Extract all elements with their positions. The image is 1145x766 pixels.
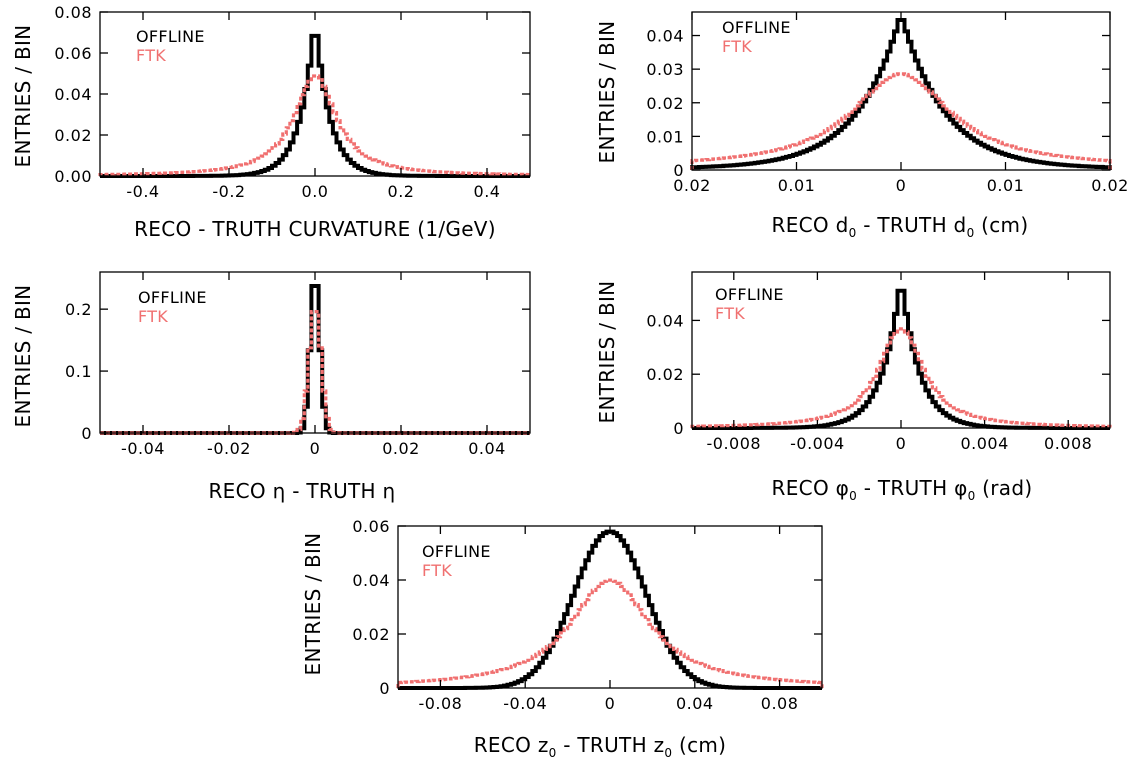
x-tick-label-curvature: -0.4: [126, 182, 159, 201]
legend-offline-z0: OFFLINE: [422, 542, 491, 561]
xlabel-phi0-sub2: 0: [968, 489, 976, 503]
x-tick-label-curvature: -0.2: [212, 182, 245, 201]
plot-area-eta: -0.04 -0.02 0 0.02 0.04 0 0.1 0.2: [65, 271, 531, 458]
y-tick-label-eta: 0.1: [65, 362, 92, 381]
series-offline-d0: [690, 18, 1112, 170]
x-tick-label-eta: -0.04: [121, 439, 165, 458]
y-tick-label-d0: 0.03: [646, 60, 684, 79]
x-tick-label-eta: 0.02: [382, 439, 420, 458]
y-tick-label-d0: 0: [673, 161, 684, 180]
panel-curvature: -0.4 -0.2 0.0 0.2 0.4 0.00 0.02 0.04 0.06 0.08 EN…: [11, 3, 532, 241]
x-tick-label-d0: 0.02: [673, 176, 711, 195]
legend-ftk-curvature: FTK: [136, 46, 166, 65]
series-ftk-phi0: [690, 327, 1112, 428]
plot-area-phi0: -0.008 -0.004 0 0.004 0.008 0 0.02 0.04: [646, 271, 1112, 453]
legend-ftk-eta: FTK: [138, 307, 168, 326]
x-tick-label-curvature: 0.4: [474, 182, 501, 201]
xlabel-z0-part2: - TRUTH z: [557, 733, 665, 757]
y-tick-label-eta: 0.2: [65, 300, 92, 319]
x-tick-label-phi0: 0.008: [1044, 434, 1092, 453]
xlabel-z0-part1: RECO z: [474, 733, 549, 757]
y-tick-label-curvature: 0.06: [54, 44, 92, 63]
x-tick-label-curvature: 0.0: [302, 182, 329, 201]
x-tick-label-z0: -0.04: [503, 694, 547, 713]
ylabel-d0: ENTRIES / BIN: [595, 21, 619, 164]
y-tick-label-curvature: 0.04: [54, 85, 92, 104]
y-tick-label-curvature: 0.00: [54, 167, 92, 186]
xlabel-phi0-part3: (rad): [976, 476, 1033, 500]
series-ftk-d0: [690, 72, 1112, 170]
y-tick-label-d0: 0.01: [646, 127, 684, 146]
ylabel-curvature: ENTRIES / BIN: [11, 25, 35, 168]
xlabel-curvature: RECO - TRUTH CURVATURE (1/GeV): [134, 217, 496, 241]
legend-offline-eta: OFFLINE: [138, 288, 207, 307]
xlabel-phi0: RECO φ0 - TRUTH φ0 (rad): [772, 476, 1033, 503]
x-tick-label-z0: 0: [605, 694, 616, 713]
x-tick-label-phi0: 0: [896, 434, 907, 453]
y-tick-label-curvature: 0.08: [54, 3, 92, 22]
y-tick-label-eta: 0: [81, 424, 92, 443]
legend-ftk-phi0: FTK: [715, 304, 745, 323]
series-ftk-z0: [396, 578, 824, 688]
x-tick-label-eta: 0: [310, 439, 321, 458]
xlabel-d0-sub1: 0: [849, 226, 857, 240]
xlabel-phi0-part2: - TRUTH φ: [857, 476, 968, 500]
y-tick-label-z0: 0: [379, 679, 390, 698]
panel-z0: -0.08 -0.04 0 0.04 0.08 0 0.02 0.04 0.06 ENTRIES…: [301, 517, 824, 760]
x-tick-label-curvature: 0.2: [388, 182, 415, 201]
x-tick-label-z0: 0.08: [761, 694, 799, 713]
xlabel-d0-part2: - TRUTH d: [857, 213, 967, 237]
x-tick-label-phi0: 0.004: [960, 434, 1008, 453]
legend-ftk-z0: FTK: [422, 561, 452, 580]
legend-offline-curvature: OFFLINE: [136, 27, 205, 46]
ylabel-eta: ENTRIES / BIN: [11, 285, 35, 428]
xlabel-z0-sub1: 0: [549, 746, 557, 760]
x-tick-label-phi0: -0.004: [790, 434, 845, 453]
x-tick-label-eta: 0.04: [468, 439, 506, 458]
y-tick-label-d0: 0.04: [646, 27, 684, 46]
xlabel-eta: RECO η - TRUTH η: [208, 479, 395, 503]
xlabel-d0-sub2: 0: [967, 226, 975, 240]
y-tick-label-curvature: 0.02: [54, 126, 92, 145]
y-tick-label-z0: 0.06: [352, 517, 390, 536]
x-tick-label-z0: -0.08: [418, 694, 462, 713]
xlabel-z0-sub2: 0: [664, 746, 672, 760]
x-tick-label-z0: 0.04: [676, 694, 714, 713]
x-tick-label-phi0: -0.008: [707, 434, 762, 453]
ylabel-z0: ENTRIES / BIN: [301, 533, 325, 676]
y-tick-label-d0: 0.02: [646, 94, 684, 113]
y-tick-label-z0: 0.02: [352, 625, 390, 644]
series-offline-phi0: [692, 288, 1110, 430]
xlabel-d0: RECO d0 - TRUTH d0 (cm): [772, 213, 1029, 240]
x-tick-label-eta: -0.02: [207, 439, 251, 458]
xlabel-phi0-part1: RECO φ: [772, 476, 850, 500]
panel-eta: -0.04 -0.02 0 0.02 0.04 0 0.1 0.2 ENTRIES / BIN…: [11, 271, 531, 503]
xlabel-phi0-sub1: 0: [849, 489, 857, 503]
legend-ftk-d0: FTK: [722, 37, 752, 56]
y-tick-label-phi0: 0: [673, 419, 684, 438]
y-tick-label-z0: 0.04: [352, 571, 390, 590]
xlabel-z0: RECO z0 - TRUTH z0 (cm): [474, 733, 727, 760]
legend-offline-phi0: OFFLINE: [715, 285, 784, 304]
legend-offline-d0: OFFLINE: [722, 18, 791, 37]
ylabel-phi0: ENTRIES / BIN: [595, 281, 619, 424]
x-tick-label-d0: 0.01: [778, 176, 816, 195]
x-tick-label-d0: 0.01: [987, 176, 1025, 195]
xlabel-z0-part3: (cm): [672, 733, 726, 757]
y-tick-label-phi0: 0.04: [646, 311, 684, 330]
x-tick-label-d0: 0.02: [1091, 176, 1129, 195]
panel-phi0: -0.008 -0.004 0 0.004 0.008 0 0.02 0.04 ENTRIES…: [595, 271, 1112, 503]
x-tick-label-d0: 0: [896, 176, 907, 195]
plot-area-z0: -0.08 -0.04 0 0.04 0.08 0 0.02 0.04 0.06: [352, 517, 824, 713]
xlabel-d0-part1: RECO d: [772, 213, 849, 237]
series-ftk-eta: [100, 310, 530, 435]
plot-area-curvature: -0.4 -0.2 0.0 0.2 0.4 0.00 0.02 0.04 0.06 0.08: [54, 3, 532, 201]
xlabel-d0-part3: (cm): [975, 213, 1029, 237]
y-tick-label-phi0: 0.02: [646, 365, 684, 384]
series-ftk-curvature: [98, 74, 532, 177]
